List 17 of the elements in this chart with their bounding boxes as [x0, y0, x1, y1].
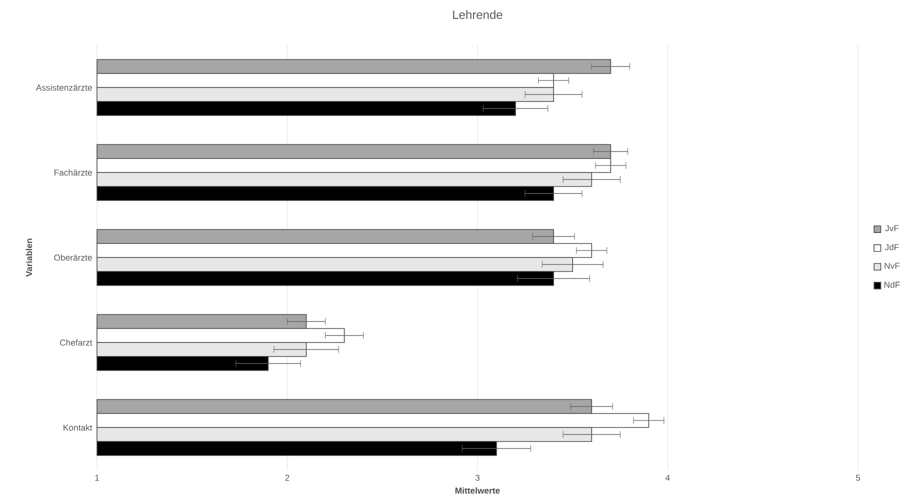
x-tick-label: 4 [666, 474, 670, 481]
legend-label: NdF [884, 281, 900, 288]
y-tick-label: Oberärzte [54, 254, 92, 261]
legend-label: JdF [884, 244, 899, 250]
legend-label: JvF [885, 225, 899, 232]
y-tick-label: Chefarzt [60, 339, 92, 346]
y-axis-title: Variablen [26, 238, 32, 277]
y-tick-label: Kontakt [64, 424, 92, 431]
x-tick-label: 1 [95, 474, 99, 481]
x-tick-label: 5 [856, 474, 860, 481]
y-tick-label: Fachärzte [54, 169, 92, 176]
chart-title: Lehrende [453, 10, 502, 19]
x-axis-title: Mittelwerte [455, 487, 500, 494]
x-tick-label: 3 [475, 474, 480, 481]
legend-label: NvF [884, 262, 900, 269]
y-tick-label: Assistenzärzte [36, 84, 92, 91]
x-tick-label: 2 [285, 474, 290, 481]
